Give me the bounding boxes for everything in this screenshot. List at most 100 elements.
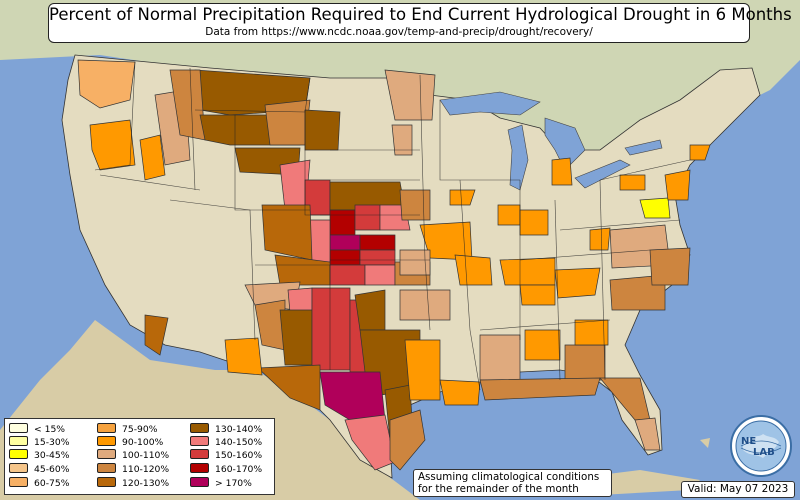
region-louisiana [439,379,481,406]
legend-item: < 15% [9,423,65,435]
region-oregon [89,119,136,171]
legend-item: 75-90% [97,423,157,435]
legend-swatch [9,463,28,473]
region-nc [649,247,691,286]
region-ga [564,344,606,381]
legend-label: 100-110% [122,450,170,461]
legend-swatch [97,463,116,473]
region-ms [479,334,521,381]
legend-label: > 170% [215,478,252,489]
legend-swatch [190,477,209,487]
region-mo-2 [399,249,431,276]
region-pa [619,174,646,191]
region-il-2 [519,209,549,236]
region-ar [399,289,451,321]
region-kansas-2 [354,204,381,231]
region-mn [391,124,413,156]
valid-date: Valid: May 07 2023 [681,481,795,498]
region-ny [689,144,711,161]
region-oklahoma-1 [329,264,366,286]
lake-erie [574,159,631,189]
region-ga-2 [574,319,609,346]
region-fl-2 [634,417,661,451]
region-kansas-7 [359,249,396,266]
region-tx-west [257,364,321,411]
legend-swatch [9,477,28,487]
legend-swatch [9,449,28,459]
legend-item: 120-130% [97,477,169,489]
legend-item: > 170% [190,477,252,489]
legend-label: 130-140% [215,424,263,435]
legend-label: 150-160% [215,450,263,461]
assumption-note: Assuming climatological conditions for t… [413,469,612,497]
legend-label: 60-75% [34,478,70,489]
legend-swatch [190,436,209,446]
region-oklahoma-2 [364,264,396,286]
legend-item: 140-150% [190,436,262,448]
title-box: Percent of Normal Precipitation Required… [48,3,792,43]
region-il [497,204,521,226]
region-tx-panhandle [311,287,351,371]
region-md-dc [639,197,671,219]
region-idaho-west [139,134,166,181]
legend-item: 150-160% [190,449,262,461]
region-ky [499,257,556,286]
legend-label: 15-30% [34,437,70,448]
legend-swatch [9,423,28,433]
map-subtitle: Data from https://www.ncdc.noaa.gov/temp… [205,26,593,38]
region-kansas-1 [329,209,356,236]
region-wyoming-east [264,99,311,146]
canada-landmass [0,0,800,175]
note-line-2: for the remainder of the month [418,483,579,495]
legend-swatch [190,463,209,473]
legend-swatch [97,477,116,487]
legend-swatch [190,449,209,459]
region-kansas-5 [359,234,396,251]
region-tx-south [344,414,396,471]
note-line-1: Assuming climatological conditions [418,471,600,483]
legend-item: 90-100% [97,436,163,448]
region-ia-1 [399,189,431,221]
state-boundaries [94,61,691,391]
region-arizona [224,337,263,376]
region-tn [519,284,556,306]
legend-swatch [97,449,116,459]
logo-text-ne: NE [741,436,756,447]
bahamas [700,438,710,448]
lake-superior [439,91,541,116]
legend-item: 15-30% [9,436,69,448]
legend-label: 45-60% [34,464,70,475]
legend-swatch [9,436,28,446]
region-al [524,329,561,361]
region-tx-3 [354,289,386,331]
region-ia-2 [449,189,476,206]
legend-label: 30-45% [34,450,70,461]
legend-swatch [97,436,116,446]
region-kansas-6 [329,249,361,266]
legend-item: 160-170% [190,463,262,475]
legend-swatch [97,423,116,433]
legend-label: 160-170% [215,464,263,475]
region-sd-east [384,69,436,121]
region-nm-3 [279,309,313,366]
legend-label: 140-150% [215,437,263,448]
legend-swatch [190,423,209,433]
region-md [664,169,691,201]
map-title: Percent of Normal Precipitation Required… [49,5,792,24]
region-kansas-4 [329,234,361,251]
legend-item: 45-60% [9,463,69,475]
region-mi [551,157,573,186]
legend-label: 120-130% [122,478,170,489]
region-sc [609,274,666,311]
lake-ontario [624,139,663,156]
region-wv [589,227,611,251]
legend-item: 30-45% [9,449,69,461]
drought-regions [77,59,711,471]
region-ca-south [144,314,169,356]
nexlab-logo: NE LAB [730,415,792,477]
legend-item: 60-75% [9,477,69,489]
legend-label: 90-100% [122,437,164,448]
region-tx-gulf [389,409,426,471]
region-tn-2 [554,267,601,299]
legend-item: 130-140% [190,423,262,435]
